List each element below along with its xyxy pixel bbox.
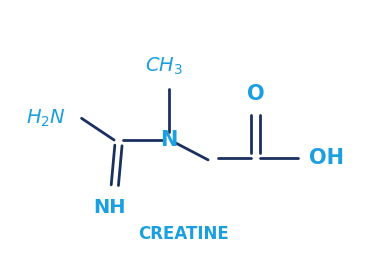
Text: N: N <box>160 130 178 150</box>
Text: O: O <box>247 84 265 104</box>
Text: NH: NH <box>93 198 126 217</box>
Text: $CH_3$: $CH_3$ <box>145 55 182 77</box>
Text: $H_2N$: $H_2N$ <box>26 108 66 129</box>
Text: CREATINE: CREATINE <box>138 225 229 243</box>
Text: OH: OH <box>309 148 344 168</box>
